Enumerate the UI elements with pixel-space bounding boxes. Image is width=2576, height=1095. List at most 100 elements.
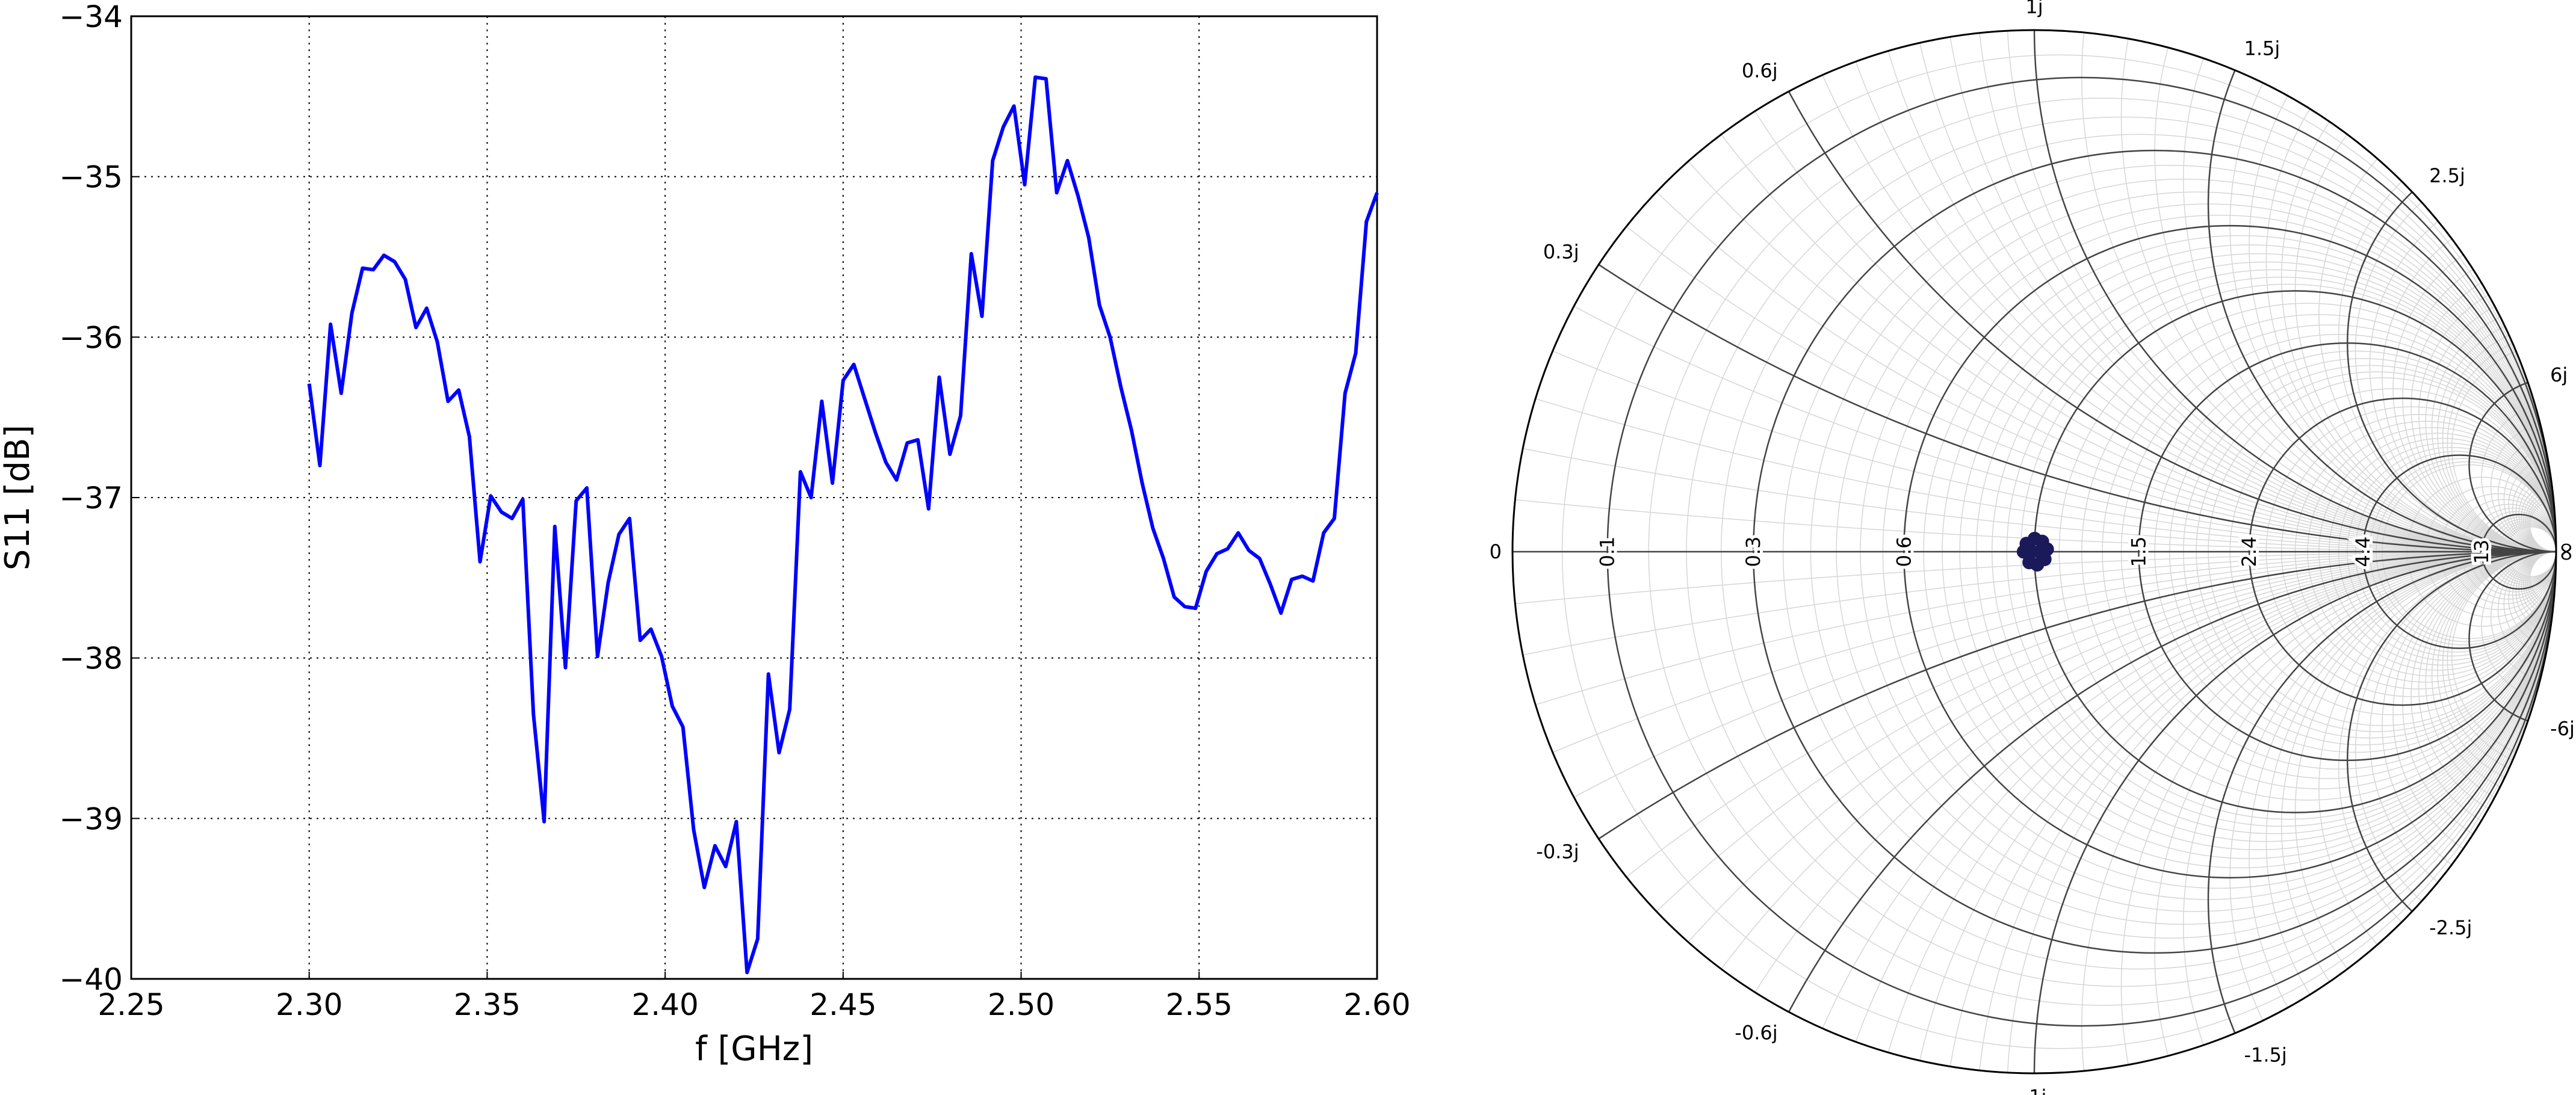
minor-grid	[2431, 551, 2556, 801]
minor-grid	[2120, 551, 2556, 1073]
r-tick-label: 1.5	[2127, 537, 2150, 567]
minor-grid	[2437, 314, 2556, 552]
infinity-label: ∞	[2550, 541, 2576, 563]
minor-grid	[2523, 551, 2556, 618]
minor-grid	[2006, 30, 2556, 552]
minor-grid	[2525, 551, 2556, 614]
minor-grid	[2318, 551, 2556, 1026]
x-tick-label: 0.6j	[1742, 60, 1778, 82]
x-tick-label: 1.5j	[2244, 37, 2280, 60]
x-tick-label: -1.5j	[2244, 1043, 2287, 1066]
minor-grid	[1512, 551, 2556, 1073]
minor-grid	[1512, 30, 2556, 552]
x-tick-label: 2.50	[988, 987, 1054, 1022]
minor-grid	[2120, 30, 2556, 552]
outer-circle	[1511, 29, 2557, 1075]
x-tick-label: -2.5j	[2429, 916, 2472, 939]
minor-grid	[2034, 551, 2556, 1073]
x-tick-label: -6j	[2550, 717, 2575, 740]
minor-grid	[2528, 551, 2556, 608]
minor-grid	[2392, 551, 2556, 878]
y-tick-label: −34	[59, 0, 123, 34]
minor-grid	[2490, 421, 2556, 552]
minor-grid	[2490, 551, 2556, 683]
r-tick-label: 0.1	[1596, 537, 1619, 567]
plot-frame	[130, 15, 1378, 980]
minor-grid	[2410, 261, 2556, 552]
minor-grid	[1512, 551, 2556, 1073]
x-tick-label: -1j	[2022, 1085, 2047, 1095]
x-tick-label: 2.30	[276, 987, 342, 1022]
x-tick-label: -0.3j	[1536, 841, 1579, 863]
minor-grid	[2182, 551, 2556, 1073]
minor-grid	[2447, 551, 2556, 770]
minor-grid	[2249, 551, 2556, 1073]
data-line	[307, 75, 1379, 975]
minor-grid	[2338, 551, 2556, 987]
minor-grid	[2369, 551, 2556, 925]
minor-grid	[2528, 496, 2556, 552]
x-tick-label: 2.60	[1343, 987, 1410, 1022]
minor-grid	[2523, 486, 2556, 552]
major-grid	[2468, 551, 2556, 727]
minor-grid	[2318, 77, 2556, 552]
minor-grid	[2512, 551, 2556, 640]
minor-grid	[1512, 30, 2556, 552]
minor-grid	[2481, 551, 2556, 702]
minor-grid	[2369, 178, 2556, 552]
minor-grid	[2425, 551, 2556, 813]
minor-grid	[2338, 116, 2556, 552]
r-tick-label: 13	[2470, 540, 2493, 564]
minor-grid	[2437, 551, 2556, 789]
major-grid	[2033, 551, 2556, 1073]
y-tick-label: −40	[59, 962, 123, 997]
x-tick-label: 0.3j	[1543, 240, 1579, 263]
minor-grid	[1512, 30, 2556, 552]
minor-grid	[2447, 334, 2556, 552]
minor-grid	[2481, 402, 2556, 552]
data-point	[2033, 544, 2047, 559]
minor-grid	[2382, 203, 2556, 552]
y-tick-label: −39	[59, 801, 123, 836]
y-tick-label: −35	[59, 160, 123, 195]
x-tick-label: 2.25	[98, 987, 164, 1022]
minor-grid	[2431, 303, 2556, 552]
x-tick-label: 2.5j	[2429, 164, 2465, 187]
minor-grid	[2521, 481, 2556, 552]
x-tick-label: 6j	[2550, 363, 2568, 386]
minor-grid	[2521, 551, 2556, 622]
r-tick-label: 2.4	[2238, 537, 2261, 567]
minor-grid	[2355, 551, 2556, 954]
minor-grid	[2527, 493, 2556, 552]
r-tick-label: 0.6	[1892, 537, 1915, 567]
minor-grid	[2525, 490, 2556, 552]
minor-grid	[2512, 464, 2556, 552]
r-tick-label: 4.4	[2352, 537, 2374, 567]
minor-grid	[2425, 290, 2556, 552]
x-tick-label: -0.6j	[1735, 1021, 1777, 1044]
minor-grid	[2249, 30, 2556, 552]
y-tick-label: −36	[59, 320, 123, 355]
minor-grid	[2527, 551, 2556, 611]
x-tick-label: 2.55	[1166, 987, 1233, 1022]
minor-grid	[2182, 30, 2556, 552]
y-tick-label: −37	[59, 481, 123, 516]
x-tick-label: 2.40	[631, 987, 698, 1022]
r-tick-label: 0.3	[1742, 537, 1765, 567]
r-tick-label: 0	[1490, 540, 1502, 563]
major-grid	[2207, 551, 2556, 1073]
minor-grid	[2451, 342, 2556, 552]
y-tick-label: −38	[59, 641, 123, 676]
minor-grid	[2451, 551, 2556, 761]
x-tick-label: 2.45	[810, 987, 876, 1022]
y-axis-label: S11 [dB]	[0, 425, 37, 570]
x-tick-label: 2.35	[454, 987, 521, 1022]
minor-grid	[2355, 150, 2556, 552]
minor-grid	[2382, 551, 2556, 900]
x-axis-label: f [GHz]	[695, 1029, 813, 1069]
minor-grid	[1753, 30, 2556, 552]
minor-grid	[1512, 551, 2556, 1073]
